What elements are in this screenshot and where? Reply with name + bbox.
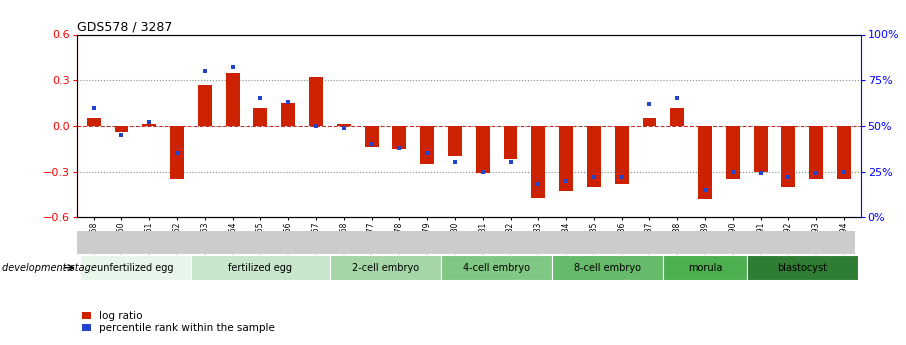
Bar <box>198 85 212 126</box>
Point <box>169 150 184 156</box>
Bar <box>448 126 462 156</box>
Point <box>614 174 629 180</box>
Point <box>559 178 573 184</box>
Point <box>698 187 712 193</box>
Bar <box>142 125 156 126</box>
Bar <box>837 126 851 179</box>
Bar <box>191 255 330 280</box>
Text: GDS578 / 3287: GDS578 / 3287 <box>77 20 172 33</box>
Point <box>253 96 267 101</box>
Bar <box>726 126 740 179</box>
Point <box>142 119 157 125</box>
Bar <box>114 126 129 132</box>
Point <box>476 169 490 174</box>
Bar <box>309 77 323 126</box>
Point <box>587 174 602 180</box>
Bar <box>226 72 239 126</box>
Bar <box>642 118 657 126</box>
Bar <box>809 126 824 179</box>
Text: development stage: development stage <box>2 263 97 273</box>
Text: 4-cell embryo: 4-cell embryo <box>463 263 530 273</box>
Bar <box>587 126 601 187</box>
Point <box>670 96 685 101</box>
Point <box>392 145 407 151</box>
Bar <box>420 126 434 164</box>
Bar <box>754 126 767 172</box>
Text: unfertilized egg: unfertilized egg <box>97 263 174 273</box>
Point <box>781 174 795 180</box>
Point <box>226 65 240 70</box>
Bar <box>504 126 517 159</box>
Point <box>364 141 379 147</box>
Bar <box>364 126 379 147</box>
Bar <box>170 126 184 179</box>
Point <box>837 169 852 174</box>
Bar <box>392 126 406 149</box>
Bar <box>553 255 663 280</box>
Point <box>531 182 545 187</box>
Bar <box>782 126 795 187</box>
Point <box>726 169 740 174</box>
Bar <box>254 108 267 126</box>
Point <box>504 160 518 165</box>
Text: 8-cell embryo: 8-cell embryo <box>574 263 641 273</box>
Point <box>419 150 434 156</box>
Bar <box>559 126 573 191</box>
Point <box>809 171 824 176</box>
Point <box>198 68 212 74</box>
Point <box>86 105 101 110</box>
Point <box>642 101 657 107</box>
Bar <box>80 255 191 280</box>
Point <box>281 99 295 105</box>
Bar <box>337 125 351 126</box>
Text: morula: morula <box>688 263 722 273</box>
Bar <box>615 126 629 184</box>
Bar <box>330 255 441 280</box>
Point <box>309 123 323 129</box>
Text: blastocyst: blastocyst <box>777 263 827 273</box>
Bar <box>663 255 747 280</box>
Point <box>448 160 462 165</box>
Legend: log ratio, percentile rank within the sample: log ratio, percentile rank within the sa… <box>82 311 275 333</box>
Point <box>336 125 351 130</box>
Bar <box>77 231 855 254</box>
Text: 2-cell embryo: 2-cell embryo <box>352 263 419 273</box>
Bar <box>699 126 712 199</box>
Bar <box>476 126 490 173</box>
Bar <box>441 255 553 280</box>
Text: fertilized egg: fertilized egg <box>228 263 293 273</box>
Point <box>754 171 768 176</box>
Bar <box>670 108 684 126</box>
Bar <box>281 103 295 126</box>
Bar <box>87 118 101 126</box>
Point <box>114 132 129 138</box>
Bar <box>532 126 545 198</box>
Bar <box>747 255 858 280</box>
